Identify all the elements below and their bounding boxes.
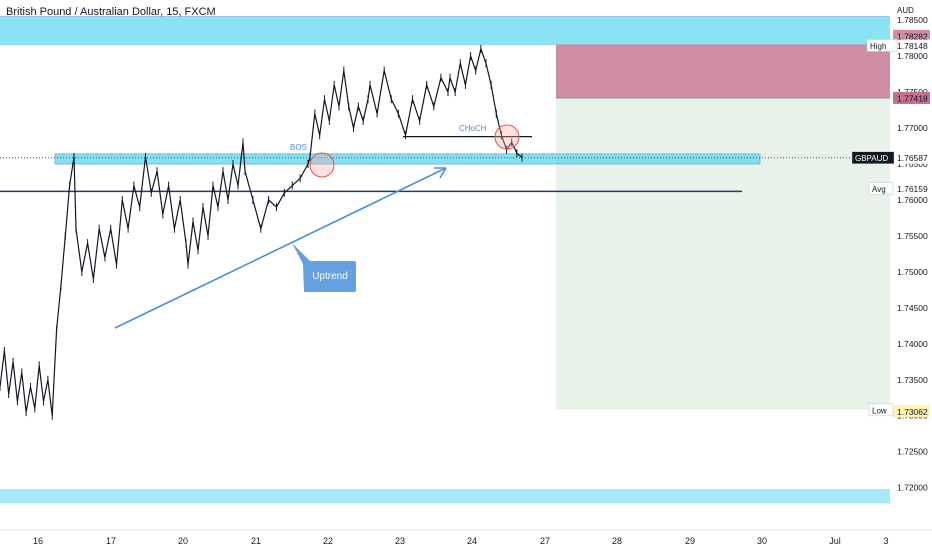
- symbol-label-tag: [851, 151, 895, 164]
- low-label-tag: [868, 403, 894, 417]
- price-axis[interactable]: [890, 0, 932, 520]
- uptrend-arrowhead: [434, 167, 447, 179]
- bos-label: BOS: [290, 143, 307, 152]
- x-tick-label: 27: [540, 536, 550, 546]
- target-zone: [556, 97, 890, 410]
- x-tick-label: 21: [251, 536, 261, 546]
- y-tick-label: 1.72000: [897, 483, 928, 493]
- target-price-badge: [893, 405, 930, 418]
- y-tick-label: 1.74000: [897, 339, 928, 349]
- y-tick-label: 1.78500: [897, 15, 928, 25]
- avg-label-tag: [868, 182, 894, 195]
- x-tick-label: 23: [395, 536, 405, 546]
- y-tick-label: 1.78000: [897, 51, 928, 61]
- y-tick-label: 1.72500: [897, 447, 928, 457]
- bos-zone: [54, 153, 761, 165]
- x-tick-label: 16: [33, 536, 43, 546]
- y-tick-label: 1.74500: [897, 303, 928, 313]
- supply-zone: [0, 16, 890, 45]
- x-tick-label: 24: [467, 536, 477, 546]
- y-tick-label: 1.73500: [897, 375, 928, 385]
- top-price-badge: [893, 29, 930, 42]
- target-price-value: 1.73062: [897, 407, 928, 417]
- y-tick-label: 1.76000: [897, 195, 928, 205]
- avg-price-badge: [893, 182, 930, 195]
- x-tick-label: 17: [106, 536, 116, 546]
- uptrend-line: [114, 167, 447, 329]
- bos-circle-marker: [309, 152, 335, 178]
- low-label-text: Low: [872, 406, 887, 415]
- current-price-value: 1.76587: [897, 153, 928, 163]
- x-tick-label: 3: [883, 536, 888, 546]
- avg-label-text: Avg: [872, 185, 886, 194]
- demand-zone: [0, 489, 890, 504]
- y-tick-label: 1.75500: [897, 231, 928, 241]
- x-tick-label: 20: [178, 536, 188, 546]
- x-tick-label: 29: [685, 536, 695, 546]
- y-tick-label: 1.75000: [897, 267, 928, 277]
- x-tick-label: 30: [757, 536, 767, 546]
- x-tick-label: 22: [323, 536, 333, 546]
- stop-price-badge: [893, 91, 930, 104]
- choch-label: CHoCH: [459, 124, 487, 133]
- uptrend-label: Uptrend: [312, 271, 348, 282]
- high-label-text: High: [870, 42, 886, 51]
- currency-label: AUD: [897, 6, 914, 15]
- uptrend-callout[interactable]: [292, 243, 356, 292]
- top-price-value: 1.78282: [897, 31, 928, 41]
- high-price-badge: [893, 39, 930, 52]
- choch-circle-marker: [494, 124, 520, 150]
- y-tick-label: 1.77000: [897, 123, 928, 133]
- avg-price-value: 1.76159: [897, 184, 928, 194]
- high-label-tag: [866, 39, 898, 52]
- symbol-label-text: GBPAUD: [855, 154, 888, 163]
- current-price-badge: [893, 151, 930, 164]
- stop-zone: [556, 44, 890, 98]
- stop-price-value: 1.77418: [897, 93, 928, 103]
- x-tick-label: 28: [612, 536, 622, 546]
- high-price-value: 1.78148: [897, 41, 928, 51]
- y-tick-label: 1.76500: [897, 159, 928, 169]
- x-tick-label: Jul: [829, 536, 841, 546]
- chart-title: British Pound / Australian Dollar, 15, F…: [6, 6, 216, 18]
